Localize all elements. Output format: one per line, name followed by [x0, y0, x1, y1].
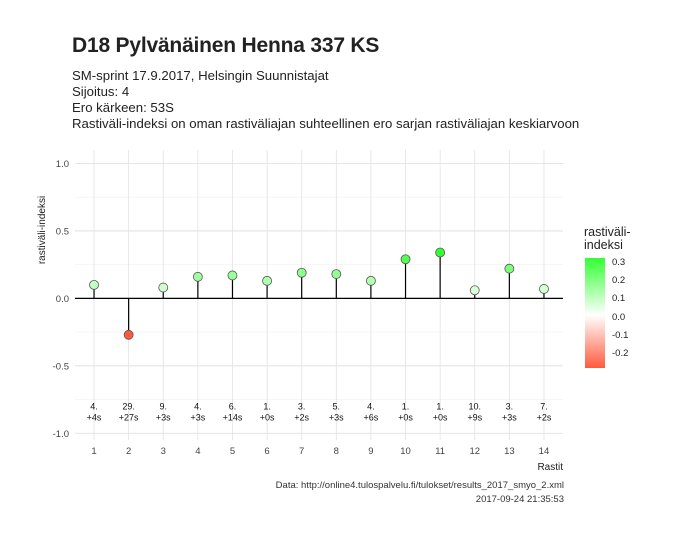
x-tick-label: 9: [368, 446, 373, 457]
diff-label: +2s: [537, 412, 552, 422]
diff-label: +0s: [433, 412, 448, 422]
x-tick-label: 11: [435, 446, 445, 457]
rank-label: 9.: [159, 401, 167, 411]
data-point: [123, 329, 134, 340]
x-tick-label: 3: [161, 446, 166, 457]
legend-label: 0.3: [612, 257, 626, 268]
x-tick-label: 14: [539, 446, 550, 457]
data-point: [158, 282, 169, 293]
x-axis-title: Rastit: [537, 462, 563, 473]
data-point: [296, 267, 307, 278]
data-point: [469, 285, 480, 296]
data-point: [331, 269, 342, 279]
rank-label: 7.: [540, 401, 548, 411]
diff-label: +14s: [223, 412, 243, 422]
rank-label: 1.: [402, 401, 410, 411]
x-tick-label: 7: [299, 446, 304, 457]
x-tick-label: 13: [504, 446, 515, 457]
data-point: [504, 263, 515, 274]
diff-label: +27s: [119, 412, 139, 422]
y-tick-label: 0.5: [56, 226, 69, 237]
legend-colorbar: [585, 258, 605, 368]
chart-title: D18 Pylvänäinen Henna 337 KS: [72, 34, 380, 57]
caption-source: Data: http://online4.tulospalvelu.fi/tul…: [275, 480, 564, 491]
rank-label: 6.: [229, 401, 237, 411]
legend-title: rastiväli- indeksi: [584, 226, 644, 252]
rank-label: 1.: [263, 401, 271, 411]
x-tick-label: 12: [469, 446, 480, 457]
rank-label: 4.: [367, 401, 375, 411]
diff-label: +4s: [87, 412, 102, 422]
diff-label: +9s: [467, 412, 482, 422]
axes: 1.00.50.0-0.5-1.01 2 3 4 5 6 7 8 9 10 11 12 13 14Rast…: [37, 159, 563, 473]
x-tick-label: 6: [264, 446, 269, 457]
subtitle-gap: Ero kärkeen: 53S: [72, 100, 174, 115]
legend-label: -0.1: [612, 330, 629, 341]
rank-label: 29.: [122, 401, 135, 411]
diff-label: +3s: [156, 412, 171, 422]
rank-label: 5.: [333, 401, 341, 411]
diff-label: +0s: [260, 412, 275, 422]
x-tick-label: 10: [400, 446, 411, 457]
y-tick-label: -1.0: [53, 429, 69, 440]
y-axis-title: rastiväli-indeksi: [37, 196, 48, 264]
legend-label: 0.2: [612, 275, 626, 286]
data-points: [89, 247, 549, 340]
diff-label: +2s: [294, 412, 309, 422]
x-tick-label: 2: [126, 446, 131, 457]
legend-label: 0.1: [612, 293, 626, 304]
data-point: [89, 279, 99, 290]
legend-label: -0.2: [612, 348, 629, 359]
subtitle-description: Rastiväli-indeksi on oman rastiväliajan …: [72, 116, 580, 131]
rank-label: 1.: [436, 401, 444, 411]
rank-label: 3.: [506, 401, 514, 411]
rank-label: 4.: [194, 401, 202, 411]
grid-lines: [75, 150, 563, 440]
diff-label: +3s: [502, 412, 517, 422]
x-tick-label: 8: [334, 446, 339, 457]
legend-title-line2: indeksi: [584, 238, 623, 252]
rank-label: 3.: [298, 401, 306, 411]
y-tick-label: 0.0: [56, 294, 69, 305]
data-point: [227, 270, 238, 281]
rank-label: 10.: [468, 401, 481, 411]
subtitle-rank: Sijoitus: 4: [72, 84, 130, 99]
rank-label: 4.: [90, 401, 98, 411]
point-annotations: 4.+4s29.+27s9.+3s4.+3s6.+14s1.+0s3.+2s5.…: [87, 401, 552, 422]
subtitle-event: SM-sprint 17.9.2017, Helsingin Suunnista…: [72, 68, 329, 83]
diff-label: +3s: [329, 412, 344, 422]
diff-label: +3s: [190, 412, 205, 422]
x-tick-label: 5: [230, 446, 235, 457]
data-point: [262, 275, 272, 286]
legend-title-line1: rastiväli-: [584, 225, 631, 239]
data-point: [366, 275, 376, 286]
data-point: [539, 284, 549, 294]
x-tick-label: 4: [195, 446, 200, 457]
diff-label: +0s: [398, 412, 413, 422]
diff-label: +6s: [364, 412, 379, 422]
y-tick-label: 1.0: [56, 159, 69, 170]
legend-label: 0.0: [612, 312, 626, 323]
data-point: [435, 247, 446, 258]
data-point: [192, 271, 203, 282]
x-tick-label: 1: [91, 446, 96, 457]
caption-timestamp: 2017-09-24 21:35:53: [475, 494, 564, 505]
y-tick-label: -0.5: [53, 361, 69, 372]
data-point: [400, 254, 411, 265]
